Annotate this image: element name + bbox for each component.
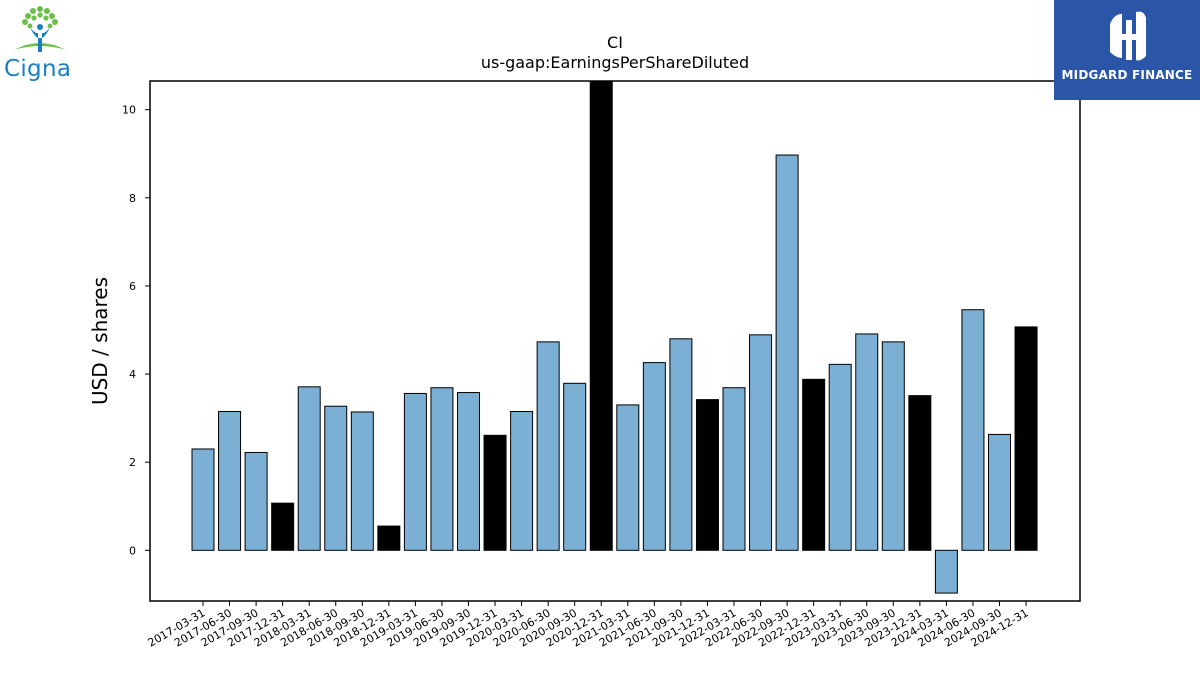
y-tick-label: 6 bbox=[129, 280, 136, 293]
bar-2022-09-30 bbox=[775, 154, 799, 551]
y-tick-label: 0 bbox=[129, 544, 136, 557]
bar-2022-03-31 bbox=[722, 387, 746, 551]
bar-2019-03-31 bbox=[403, 392, 427, 551]
y-tick-label: 8 bbox=[129, 192, 136, 205]
bar-2020-03-31 bbox=[510, 411, 534, 551]
bar-2020-06-30 bbox=[536, 341, 560, 551]
y-axis-label: USD / shares bbox=[88, 277, 112, 405]
bars-group bbox=[191, 80, 1038, 594]
bar-2023-03-31 bbox=[828, 363, 852, 551]
bar-2019-06-30 bbox=[430, 387, 454, 551]
bar-2018-03-31 bbox=[297, 386, 321, 551]
bar-2021-03-31 bbox=[616, 404, 640, 551]
midgard-wordmark: MIDGARD FINANCE bbox=[1061, 68, 1193, 82]
plot-frame bbox=[149, 80, 1081, 602]
midgard-emblem-icon bbox=[1110, 11, 1146, 61]
cigna-logo: Cigna bbox=[0, 0, 90, 95]
bar-2019-12-31 bbox=[483, 434, 507, 551]
y-axis-ticks: 0 2 4 6 8 10 bbox=[122, 104, 150, 557]
bar-2024-03-31 bbox=[934, 549, 958, 594]
y-tick-label: 2 bbox=[129, 456, 136, 469]
bar-2021-06-30 bbox=[642, 362, 666, 551]
bar-2024-09-30 bbox=[988, 433, 1011, 551]
bar-2024-12-31 bbox=[1014, 326, 1038, 551]
bar-2020-12-31 bbox=[589, 80, 613, 551]
chart-title: CI bbox=[607, 33, 623, 52]
midgard-finance-logo: MIDGARD FINANCE bbox=[1054, 0, 1200, 100]
bar-2019-09-30 bbox=[457, 392, 480, 551]
bar-2018-12-31 bbox=[377, 525, 401, 551]
bar-2017-06-30 bbox=[218, 411, 242, 551]
y-tick-label: 10 bbox=[122, 104, 136, 117]
bar-2023-09-30 bbox=[881, 341, 905, 551]
bar-2017-12-31 bbox=[271, 502, 295, 551]
bar-2023-12-31 bbox=[908, 395, 932, 551]
y-tick-label: 4 bbox=[129, 368, 136, 381]
bar-2022-12-31 bbox=[802, 378, 826, 551]
bar-2018-06-30 bbox=[324, 405, 348, 551]
bar-2020-09-30 bbox=[563, 382, 587, 551]
chart-subtitle: us-gaap:EarningsPerShareDiluted bbox=[481, 53, 749, 72]
bar-2022-06-30 bbox=[749, 334, 773, 551]
bar-2021-09-30 bbox=[669, 338, 693, 551]
bar-2017-03-31 bbox=[191, 448, 215, 551]
bar-2024-06-30 bbox=[961, 309, 985, 551]
bar-2021-12-31 bbox=[695, 399, 719, 551]
bar-2018-09-30 bbox=[350, 411, 374, 551]
bar-2017-09-30 bbox=[244, 451, 268, 551]
tree-person-icon bbox=[14, 6, 66, 52]
x-axis-ticks: 2017-03-312017-06-302017-09-302017-12-31… bbox=[146, 601, 1031, 650]
cigna-wordmark: Cigna bbox=[4, 56, 72, 82]
bar-2023-06-30 bbox=[855, 333, 879, 551]
